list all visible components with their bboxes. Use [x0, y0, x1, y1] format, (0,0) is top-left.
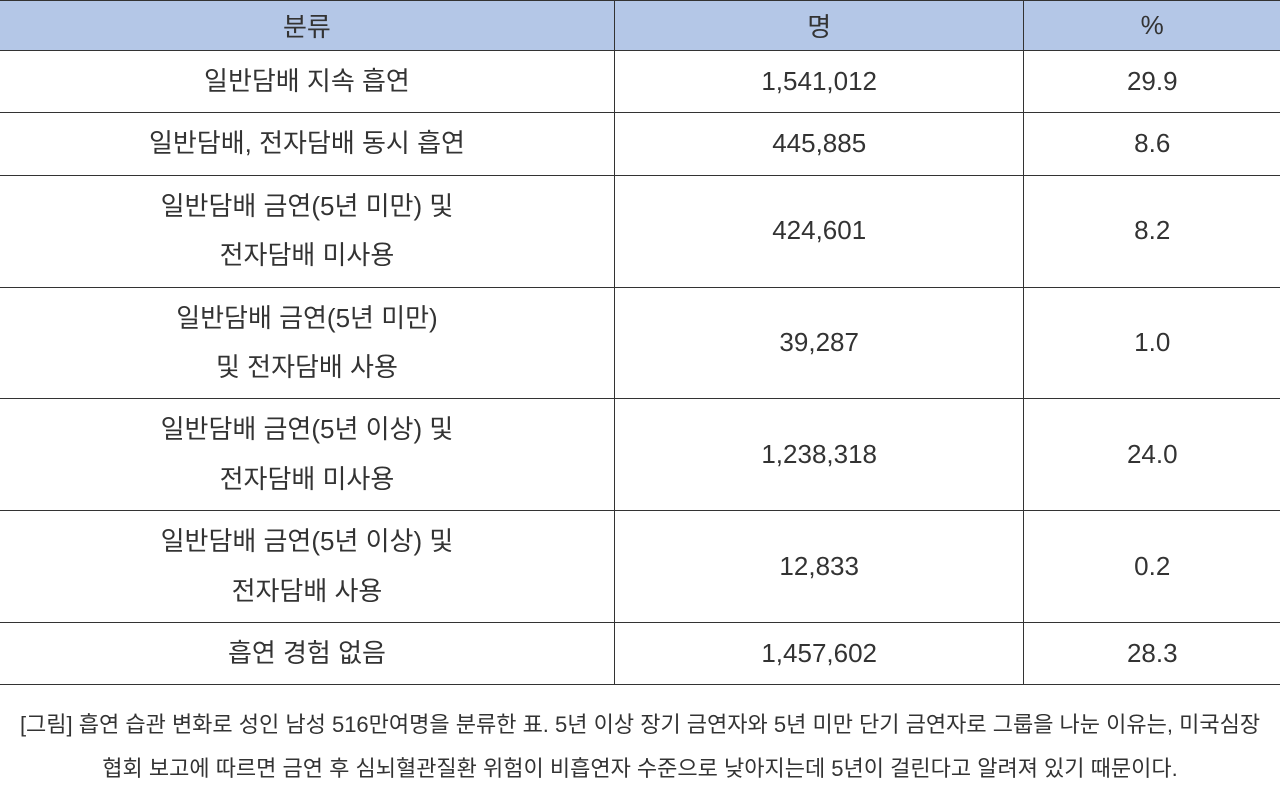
cell-percent: 28.3	[1024, 622, 1280, 684]
smoking-classification-table: 분류 명 % 일반담배 지속 흡연 1,541,012 29.9 일반담배, 전…	[0, 0, 1280, 685]
header-percent: %	[1024, 1, 1280, 51]
data-table: 분류 명 % 일반담배 지속 흡연 1,541,012 29.9 일반담배, 전…	[0, 0, 1280, 685]
cell-category: 일반담배 금연(5년 미만) 및 전자담배 미사용	[0, 175, 614, 287]
table-row: 일반담배 지속 흡연 1,541,012 29.9	[0, 51, 1280, 113]
cell-category: 일반담배 금연(5년 미만) 및 전자담배 사용	[0, 287, 614, 399]
table-header-row: 분류 명 %	[0, 1, 1280, 51]
cell-count: 12,833	[614, 511, 1024, 623]
cell-percent: 1.0	[1024, 287, 1280, 399]
cell-category: 흡연 경험 없음	[0, 622, 614, 684]
cell-percent: 24.0	[1024, 399, 1280, 511]
table-body: 일반담배 지속 흡연 1,541,012 29.9 일반담배, 전자담배 동시 …	[0, 51, 1280, 685]
table-row: 일반담배 금연(5년 미만) 및 전자담배 미사용 424,601 8.2	[0, 175, 1280, 287]
cell-category: 일반담배 금연(5년 이상) 및 전자담배 사용	[0, 511, 614, 623]
cell-count: 39,287	[614, 287, 1024, 399]
table-row: 흡연 경험 없음 1,457,602 28.3	[0, 622, 1280, 684]
cell-count: 445,885	[614, 113, 1024, 175]
cell-count: 1,541,012	[614, 51, 1024, 113]
cell-count: 1,238,318	[614, 399, 1024, 511]
table-row: 일반담배 금연(5년 미만) 및 전자담배 사용 39,287 1.0	[0, 287, 1280, 399]
cell-percent: 8.6	[1024, 113, 1280, 175]
cell-category: 일반담배, 전자담배 동시 흡연	[0, 113, 614, 175]
cell-category: 일반담배 금연(5년 이상) 및 전자담배 미사용	[0, 399, 614, 511]
table-row: 일반담배 금연(5년 이상) 및 전자담배 미사용 1,238,318 24.0	[0, 399, 1280, 511]
cell-count: 424,601	[614, 175, 1024, 287]
cell-count: 1,457,602	[614, 622, 1024, 684]
table-row: 일반담배, 전자담배 동시 흡연 445,885 8.6	[0, 113, 1280, 175]
cell-percent: 8.2	[1024, 175, 1280, 287]
header-category: 분류	[0, 1, 614, 51]
header-count: 명	[614, 1, 1024, 51]
cell-percent: 0.2	[1024, 511, 1280, 623]
cell-percent: 29.9	[1024, 51, 1280, 113]
table-row: 일반담배 금연(5년 이상) 및 전자담배 사용 12,833 0.2	[0, 511, 1280, 623]
figure-caption: [그림] 흡연 습관 변화로 성인 남성 516만여명을 분류한 표. 5년 이…	[0, 685, 1280, 791]
cell-category: 일반담배 지속 흡연	[0, 51, 614, 113]
